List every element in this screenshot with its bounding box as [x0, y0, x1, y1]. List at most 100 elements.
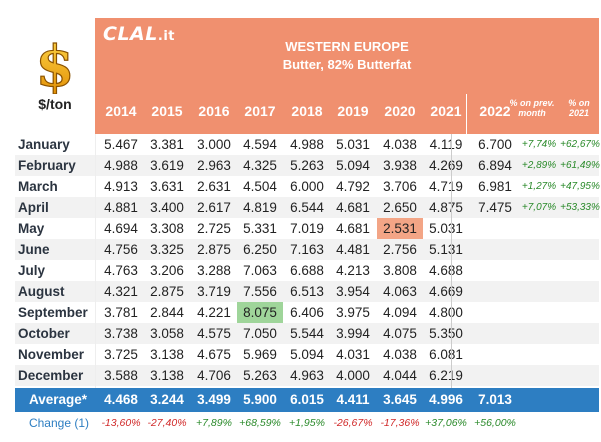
- table-row-may: May 4.694 3.308 2.725 5.331 7.019 4.681 2.531 5.…: [15, 218, 599, 239]
- price-cell: 2.756: [383, 242, 417, 257]
- price-cell: 3.325: [150, 242, 184, 257]
- table-row-june: June 4.756 3.325 2.875 6.250 7.163 4.481 2.756 5…: [15, 239, 599, 260]
- price-cell: 3.619: [150, 158, 184, 173]
- price-cell: 4.792: [336, 179, 370, 194]
- price-cell: 6.000: [290, 179, 324, 194]
- price-cell: 3.938: [383, 158, 417, 173]
- table-subtitle: Butter, 82% Butterfat: [282, 57, 412, 72]
- price-cell: 3.781: [104, 305, 138, 320]
- price-cell: 5.544: [290, 326, 324, 341]
- table-row-october: October 3.738 3.058 4.575 7.050 5.544 3.994 4.0…: [15, 323, 599, 344]
- month-label: October: [18, 326, 70, 341]
- average-cell-2015: 3.244: [150, 392, 184, 407]
- price-cell: 2.531: [383, 221, 417, 236]
- average-cell-2020: 3.645: [383, 392, 417, 407]
- price-cell: 5.263: [290, 158, 324, 173]
- price-cell: 4.221: [197, 305, 231, 320]
- table-header: CLAL.it WESTERN EUROPE Butter, 82% Butte…: [95, 18, 599, 134]
- year-header-2019: 2019: [337, 103, 369, 119]
- pct-prev-month-cell: +2,89%: [521, 160, 557, 171]
- pct-2021-cell: +61,49%: [560, 160, 600, 171]
- table-row-december: December 3.588 3.138 4.706 5.263 4.963 4.000 4.…: [15, 365, 599, 386]
- price-cell: 3.000: [197, 137, 231, 152]
- year-header-2017: 2017: [244, 103, 276, 119]
- price-cell: 4.063: [383, 284, 417, 299]
- price-cell: 2.617: [197, 200, 231, 215]
- price-cell: 3.954: [336, 284, 370, 299]
- min-value-highlight: [377, 218, 423, 239]
- price-cell: 3.138: [150, 368, 184, 383]
- price-cell: 6.406: [290, 305, 324, 320]
- price-cell: 3.206: [150, 263, 184, 278]
- change-cell-2021: +37,06%: [425, 417, 467, 429]
- label-separator: [95, 134, 96, 388]
- table-row-january: January 5.467 3.381 3.000 4.594 4.988 5.031 4.0…: [15, 134, 600, 155]
- price-cell: 7.063: [243, 263, 277, 278]
- price-cell: 5.263: [243, 368, 277, 383]
- price-cell: 6.513: [290, 284, 324, 299]
- price-cell: 3.138: [150, 347, 184, 362]
- price-cell: 5.131: [429, 242, 463, 257]
- price-cell: 3.725: [104, 347, 138, 362]
- price-cell: 3.975: [336, 305, 370, 320]
- price-cell: 5.350: [429, 326, 463, 341]
- average-cell-2019: 4.411: [336, 392, 370, 407]
- average-cell-2016: 3.499: [197, 392, 231, 407]
- price-cell: 4.681: [336, 221, 370, 236]
- price-cell: 4.213: [336, 263, 370, 278]
- price-cell-2022: 6.981: [478, 179, 512, 194]
- month-label: June: [18, 242, 50, 257]
- clal-logo[interactable]: CLAL.it: [103, 23, 175, 45]
- pct-prev-month-header: % on prev. month: [509, 98, 555, 118]
- price-cell: 2.963: [197, 158, 231, 173]
- price-cell: 5.031: [336, 137, 370, 152]
- price-cell: 4.675: [197, 347, 231, 362]
- table-row-july: July 4.763 3.206 3.288 7.063 6.688 4.213 3.808 4…: [15, 260, 599, 281]
- year-header-2018: 2018: [291, 103, 323, 119]
- price-cell: 7.050: [243, 326, 277, 341]
- pct-prev-month-cell: +7,74%: [521, 139, 557, 150]
- price-cell: 7.556: [243, 284, 277, 299]
- price-cell: 4.094: [383, 305, 417, 320]
- change-row: Change (1) -13,60% -27,40% +7,89% +68,59% +1…: [15, 412, 599, 434]
- change-label[interactable]: Change (1): [28, 416, 90, 430]
- year-header-2020: 2020: [384, 103, 416, 119]
- price-cell: 4.321: [104, 284, 138, 299]
- price-cell: 4.881: [104, 200, 138, 215]
- price-cell: 4.763: [104, 263, 138, 278]
- year-header-2021: 2021: [430, 103, 462, 119]
- price-cell: 3.738: [104, 326, 138, 341]
- logo-domain: .it: [157, 29, 175, 44]
- month-label: August: [18, 284, 65, 299]
- price-cell: 3.308: [150, 221, 184, 236]
- year-header-2016: 2016: [198, 103, 230, 119]
- month-label: December: [18, 368, 84, 383]
- pct-prev-month-cell: +1,27%: [521, 181, 557, 192]
- price-cell: 4.269: [429, 158, 463, 173]
- pct-2021-cell: +47,95%: [560, 181, 600, 192]
- average-cell-2018: 6.015: [290, 392, 324, 407]
- price-cell: 4.913: [104, 179, 138, 194]
- change-cell-2017: +68,59%: [239, 417, 281, 429]
- price-cell: 3.631: [150, 179, 184, 194]
- pct-2021-header: % on 2021: [568, 98, 590, 118]
- price-cell: 4.681: [336, 200, 370, 215]
- price-cell: 4.988: [104, 158, 138, 173]
- month-label: February: [18, 158, 76, 173]
- price-cell: 4.669: [429, 284, 463, 299]
- month-label: November: [18, 347, 85, 362]
- table-row-february: February 4.988 3.619 2.963 4.325 5.263 5.094 3.…: [15, 155, 600, 176]
- table-row-november: November 3.725 3.138 4.675 5.969 5.094 4.031 4.…: [15, 344, 599, 365]
- price-cell: 4.819: [243, 200, 277, 215]
- price-cell: 5.031: [429, 221, 463, 236]
- header-separator: [466, 94, 467, 134]
- price-cell: 4.504: [243, 179, 277, 194]
- month-label: May: [18, 221, 45, 236]
- month-label: April: [18, 200, 49, 215]
- price-cell: 3.400: [150, 200, 184, 215]
- average-cell-2021: 4.996: [429, 392, 463, 407]
- price-cell: 4.031: [336, 347, 370, 362]
- unit-label: $/ton: [38, 96, 72, 112]
- table-row-august: August 4.321 2.875 3.719 7.556 6.513 3.954 4.06…: [15, 281, 599, 302]
- price-cell: 5.969: [243, 347, 277, 362]
